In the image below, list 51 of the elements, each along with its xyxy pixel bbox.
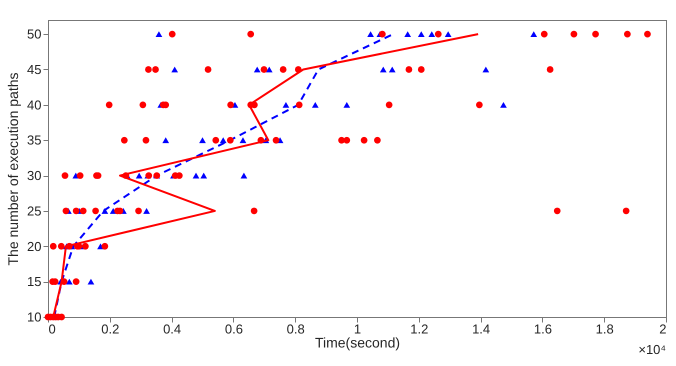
point [199,137,206,144]
point [418,31,425,38]
y-tick-label: 15 [27,274,42,290]
point [367,31,374,38]
text: ×10⁴ [638,342,666,357]
point [143,208,150,214]
point [388,66,396,72]
point [66,278,73,285]
y-tick-label: 50 [27,26,42,42]
y-tick-label: 35 [27,132,42,148]
x-tick-label: 2 [659,322,666,336]
point [444,31,452,38]
x-axis-title: Time(second) [314,334,400,350]
point [88,278,94,285]
point [240,172,248,178]
x-tick-label: 0 [48,322,56,336]
y-tick-label: 45 [27,62,42,77]
x-tick-label: 1.2 [410,322,428,336]
point [162,137,170,144]
point [240,137,246,144]
point [136,172,143,178]
y-tick-label: 40 [27,97,42,112]
x-tick-label: 1.6 [534,322,552,336]
point [428,31,436,38]
point [482,66,490,72]
point [500,102,507,108]
x-tick-label: 0.2 [101,322,120,336]
x-tick-label: 1.4 [472,322,490,336]
point [192,172,200,178]
point [156,31,162,38]
x-tick-label: 1 [354,322,362,336]
y-tick-label: 10 [27,310,42,324]
x-tick-label: 1.8 [596,322,614,336]
y-tick-label: 25 [27,203,42,218]
y-tick-label: 30 [27,168,42,184]
point [171,66,178,72]
y-axis-title: The number of execution paths [5,72,22,266]
point [266,66,273,72]
x-tick-label: 0.4 [163,322,182,336]
point [404,31,412,38]
point [282,102,290,108]
y-tick-label: 20 [27,238,42,254]
point [200,172,208,178]
point [220,137,227,144]
point [343,102,350,108]
x-tick-label: 0.8 [286,322,305,336]
x-tick-label: 0.6 [224,322,243,336]
point [380,66,387,72]
point [312,102,319,108]
point [254,66,261,72]
point [530,31,538,38]
